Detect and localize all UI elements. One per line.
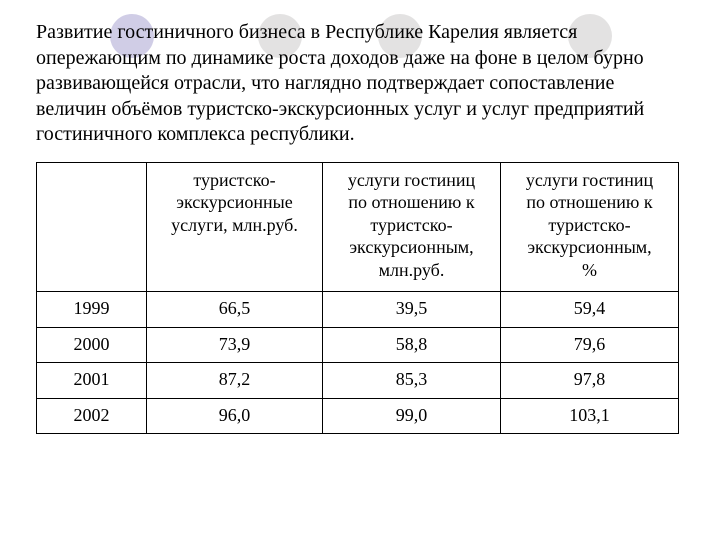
header-line: туристско-: [329, 214, 494, 237]
table-row: 2001 87,2 85,3 97,8: [37, 363, 679, 399]
header-line: услуги гостиниц: [329, 169, 494, 192]
header-line: экскурсионным,: [329, 236, 494, 259]
cell-value: 79,6: [501, 327, 679, 363]
header-line: по отношению к: [329, 191, 494, 214]
header-line: %: [507, 259, 672, 282]
cell-value: 97,8: [501, 363, 679, 399]
cell-year: 2000: [37, 327, 147, 363]
header-line: по отношению к: [507, 191, 672, 214]
header-line: туристско-: [507, 214, 672, 237]
table-row: 2000 73,9 58,8 79,6: [37, 327, 679, 363]
header-year: [37, 162, 147, 292]
header-tourist-services: туристско-экскурсионныеуслуги, млн.руб.: [147, 162, 323, 292]
cell-value: 85,3: [323, 363, 501, 399]
cell-year: 2001: [37, 363, 147, 399]
cell-value: 73,9: [147, 327, 323, 363]
cell-value: 87,2: [147, 363, 323, 399]
cell-value: 99,0: [323, 398, 501, 434]
table-body: 1999 66,5 39,5 59,4 2000 73,9 58,8 79,6 …: [37, 292, 679, 434]
header-line: млн.руб.: [329, 259, 494, 282]
slide-content: Развитие гостиничного бизнеса в Республи…: [0, 0, 720, 434]
header-line: туристско-: [153, 169, 316, 192]
table-row: 2002 96,0 99,0 103,1: [37, 398, 679, 434]
header-line: экскурсионные: [153, 191, 316, 214]
header-hotel-mln: услуги гостиницпо отношению ктуристско-э…: [323, 162, 501, 292]
cell-value: 96,0: [147, 398, 323, 434]
cell-value: 58,8: [323, 327, 501, 363]
header-line: экскурсионным,: [507, 236, 672, 259]
table-row: 1999 66,5 39,5 59,4: [37, 292, 679, 328]
cell-value: 59,4: [501, 292, 679, 328]
table-header-row: туристско-экскурсионныеуслуги, млн.руб. …: [37, 162, 679, 292]
services-table: туристско-экскурсионныеуслуги, млн.руб. …: [36, 162, 679, 435]
cell-year: 1999: [37, 292, 147, 328]
cell-value: 39,5: [323, 292, 501, 328]
cell-value: 103,1: [501, 398, 679, 434]
header-hotel-pct: услуги гостиницпо отношению ктуристско-э…: [501, 162, 679, 292]
cell-value: 66,5: [147, 292, 323, 328]
intro-paragraph: Развитие гостиничного бизнеса в Республи…: [36, 20, 684, 148]
header-line: услуги гостиниц: [507, 169, 672, 192]
header-line: услуги, млн.руб.: [153, 214, 316, 237]
cell-year: 2002: [37, 398, 147, 434]
